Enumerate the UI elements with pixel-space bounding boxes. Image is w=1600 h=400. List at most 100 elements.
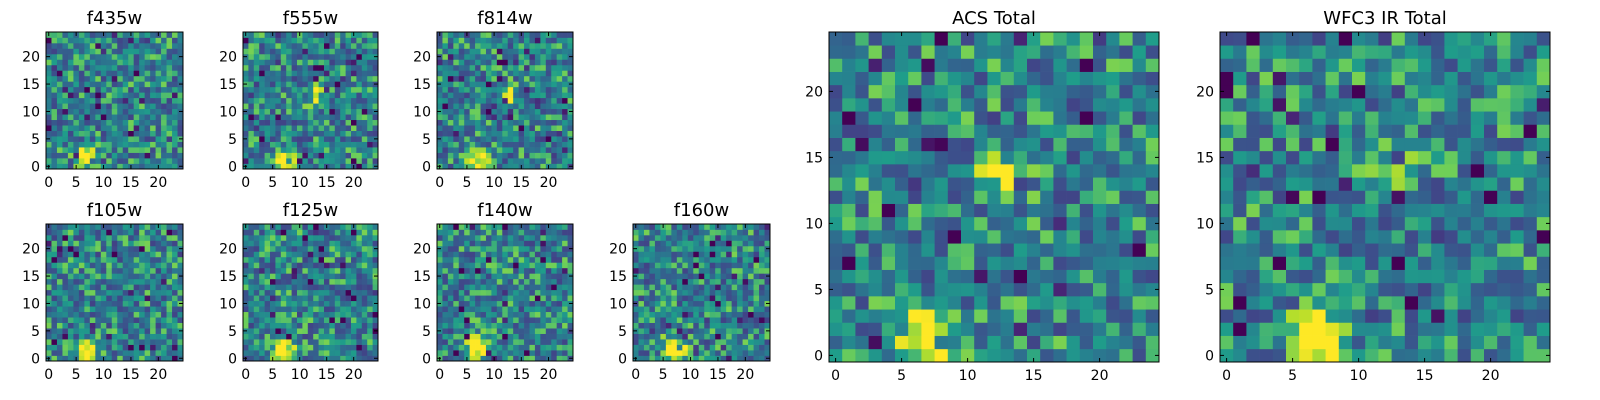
heatmap-cell xyxy=(961,322,975,336)
heatmap-cell xyxy=(334,295,341,302)
heatmap-cell xyxy=(264,339,271,345)
heatmap-cell xyxy=(111,158,118,164)
heatmap-cell xyxy=(144,48,151,55)
heatmap-cell xyxy=(1027,309,1041,323)
heatmap-cell xyxy=(1106,348,1120,363)
heatmap-cell xyxy=(73,141,80,148)
heatmap-cell xyxy=(78,48,85,55)
heatmap-cell xyxy=(122,240,129,247)
heatmap-cell xyxy=(524,240,530,247)
heatmap-cell xyxy=(437,37,443,44)
heatmap-cell xyxy=(89,59,96,66)
heatmap-cell xyxy=(475,141,481,148)
heatmap-cell xyxy=(73,48,80,55)
heatmap-cell xyxy=(345,256,352,263)
heatmap-cell xyxy=(78,59,85,66)
heatmap-cell xyxy=(453,125,460,131)
heatmap-cell xyxy=(280,86,287,93)
heatmap-cell xyxy=(502,273,509,280)
heatmap-cell xyxy=(133,92,140,99)
heatmap-cell xyxy=(687,234,694,241)
heatmap-cell xyxy=(480,86,487,93)
heatmap-cell xyxy=(676,284,683,291)
heatmap-cell xyxy=(704,278,711,285)
heatmap-cell xyxy=(100,64,107,71)
heatmap-cell xyxy=(513,256,519,263)
heatmap-cell xyxy=(340,136,346,142)
heatmap-cell xyxy=(737,300,743,307)
heatmap-cell xyxy=(469,234,476,241)
heatmap-cell xyxy=(100,317,107,323)
heatmap-cell xyxy=(275,328,282,334)
heatmap-cell xyxy=(545,289,552,296)
heatmap-cell xyxy=(545,103,552,110)
heatmap-cell xyxy=(356,158,363,164)
heatmap-cell xyxy=(161,70,167,77)
heatmap-cell xyxy=(161,240,167,247)
heatmap-cell xyxy=(464,147,470,153)
heatmap-cell xyxy=(974,216,988,231)
heatmap-cell xyxy=(709,240,716,247)
heatmap-cell xyxy=(660,317,667,323)
heatmap-cell xyxy=(270,81,276,88)
heatmap-cell xyxy=(496,48,503,55)
heatmap-cell xyxy=(307,81,314,88)
heatmap-cell xyxy=(329,262,336,269)
heatmap-cell xyxy=(709,262,716,269)
heatmap-cell xyxy=(259,289,265,296)
heatmap-cell xyxy=(270,339,276,345)
heatmap-cell xyxy=(67,103,74,110)
heatmap-cell xyxy=(502,251,509,258)
heatmap-cell xyxy=(46,278,52,285)
heatmap-cell xyxy=(372,278,379,285)
heatmap-cell xyxy=(111,300,118,307)
heatmap-cell xyxy=(334,152,341,159)
heatmap-cell xyxy=(437,262,443,269)
heatmap-cell xyxy=(286,317,292,323)
heatmap-cell xyxy=(334,311,341,318)
heatmap-cell xyxy=(698,234,705,241)
heatmap-cell xyxy=(46,284,52,291)
heatmap-cell xyxy=(155,289,162,296)
heatmap-cell xyxy=(442,284,449,291)
heatmap-cell xyxy=(243,333,249,340)
heatmap-cell xyxy=(693,262,700,269)
x-tick-label: 20 xyxy=(149,175,167,191)
heatmap-cell xyxy=(46,119,52,126)
heatmap-cell xyxy=(51,245,58,252)
heatmap-cell xyxy=(302,59,309,66)
heatmap-cell xyxy=(947,216,962,231)
heatmap-cell xyxy=(313,158,319,164)
x-tick-label: 20 xyxy=(540,367,558,383)
heatmap-cell xyxy=(324,234,330,241)
heatmap-cell xyxy=(881,296,896,310)
heatmap-cell xyxy=(302,37,309,44)
heatmap-cell xyxy=(100,284,107,291)
heatmap-cell xyxy=(524,311,530,318)
heatmap-cell xyxy=(161,344,167,351)
heatmap-cell xyxy=(693,333,700,340)
heatmap-cell xyxy=(947,269,962,284)
heatmap-cell xyxy=(84,125,91,131)
heatmap-cell xyxy=(89,256,96,263)
heatmap-cell xyxy=(144,245,151,252)
heatmap-cell xyxy=(709,333,716,340)
heatmap-cell xyxy=(62,295,69,302)
heatmap-cell xyxy=(731,322,738,329)
heatmap-cell xyxy=(534,75,541,82)
heatmap-cell xyxy=(974,309,988,323)
heatmap-cell xyxy=(367,262,373,269)
heatmap-cell xyxy=(372,262,379,269)
heatmap-cell xyxy=(361,32,368,38)
heatmap-cell xyxy=(524,262,530,269)
heatmap-cell xyxy=(507,350,514,356)
heatmap-cell xyxy=(1000,322,1015,336)
heatmap-cell xyxy=(106,267,113,274)
heatmap-cell xyxy=(693,339,700,345)
heatmap-cell xyxy=(507,136,514,142)
heatmap-cell xyxy=(540,229,547,236)
heatmap-cell xyxy=(56,240,63,247)
heatmap-cell xyxy=(270,103,276,110)
heatmap-cell xyxy=(89,273,96,280)
heatmap-cell xyxy=(654,311,661,318)
